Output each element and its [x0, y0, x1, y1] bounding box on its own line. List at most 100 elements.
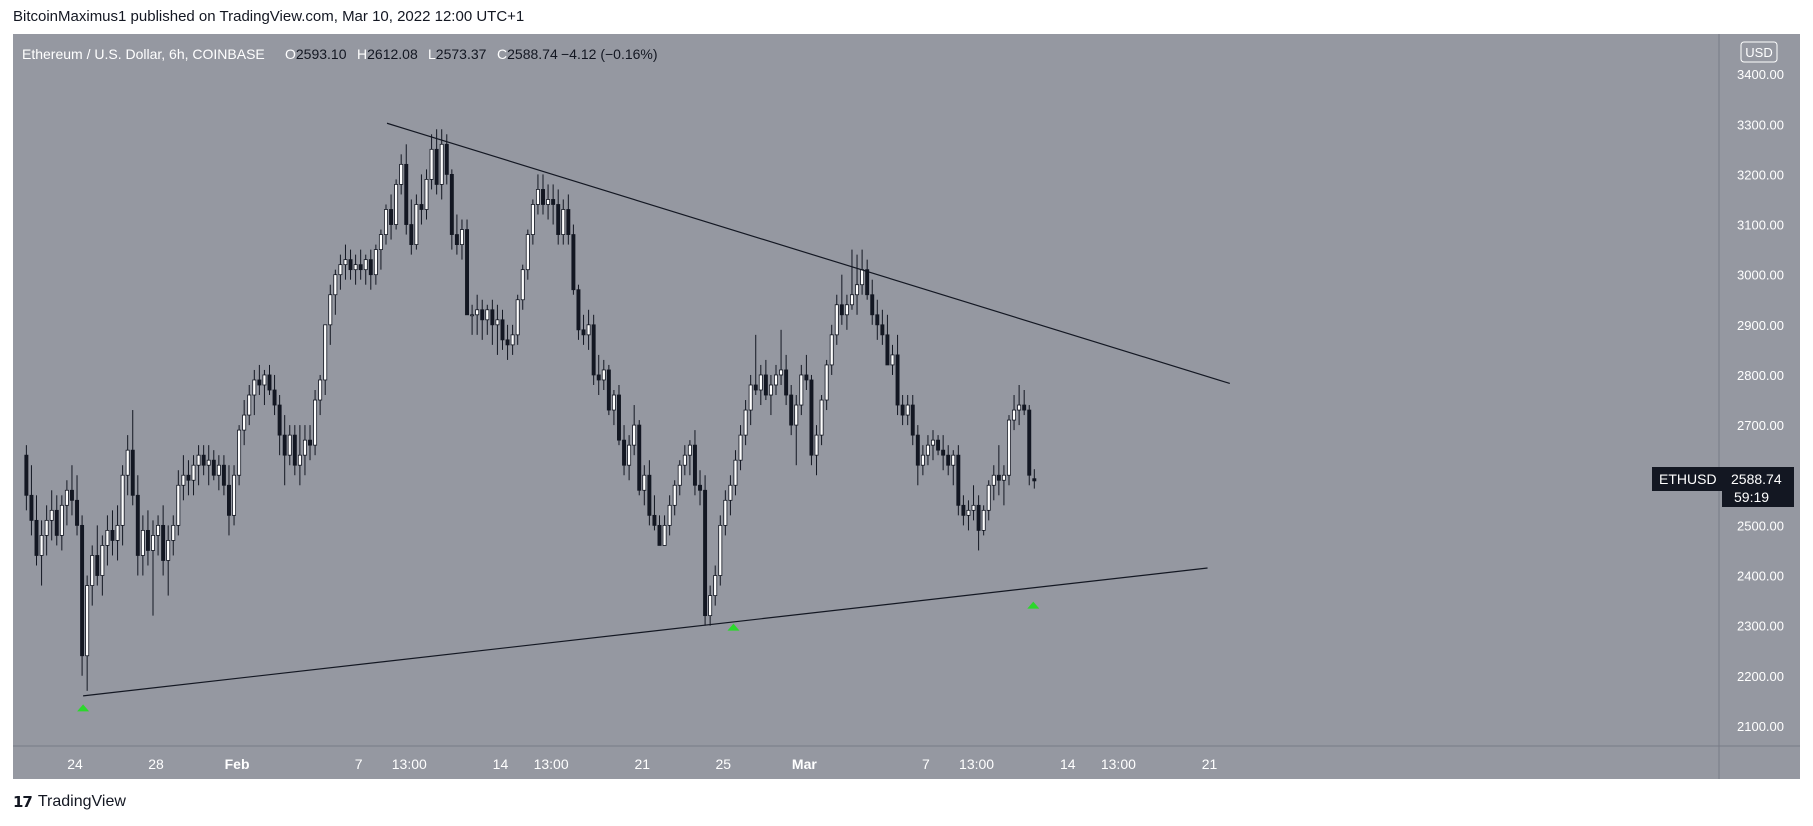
candle	[389, 194, 394, 240]
candle-body	[328, 294, 333, 326]
candle-body	[429, 148, 434, 180]
candle	[130, 410, 135, 506]
ohlc-high: 2612.08	[367, 46, 418, 62]
ohlc-close-label: C	[497, 46, 507, 62]
candle-body	[69, 489, 74, 501]
candle	[733, 450, 738, 496]
candle-body	[976, 504, 981, 531]
candle	[966, 500, 971, 531]
countdown-label: 59:19	[1734, 489, 1769, 505]
candle	[449, 169, 454, 250]
candle	[196, 445, 201, 486]
candle	[505, 324, 510, 360]
x-tick-label: Feb	[225, 756, 250, 772]
candle	[905, 395, 910, 426]
candle-body	[1001, 474, 1006, 481]
candle-body	[865, 269, 870, 296]
y-tick-labels: 3400.00 3300.00 3200.00 3100.00 3000.00 2900.…	[1737, 67, 1784, 734]
candle-body	[718, 524, 723, 576]
candle-body	[581, 329, 586, 336]
candle-body	[996, 474, 1001, 481]
candle	[657, 515, 662, 546]
candle-body	[414, 204, 419, 245]
candle-body	[358, 264, 363, 271]
candle	[920, 445, 925, 476]
candle-body	[105, 529, 110, 546]
candle	[29, 465, 34, 536]
y-tick-label: 3000.00	[1737, 268, 1784, 283]
candle	[1017, 384, 1022, 426]
last-price-label: 2588.74	[1731, 471, 1782, 487]
candle	[272, 374, 277, 416]
candle-body	[703, 489, 708, 617]
x-tick-label: 13:00	[534, 756, 569, 772]
candle	[166, 525, 171, 596]
candle-body	[475, 309, 480, 316]
candle	[34, 495, 39, 566]
candle	[591, 314, 596, 385]
candle-body	[804, 374, 809, 381]
candle-body	[191, 464, 196, 481]
candle	[39, 520, 44, 586]
candle	[844, 294, 849, 330]
candle-body	[151, 535, 155, 551]
candle	[606, 364, 611, 416]
candle	[262, 369, 267, 406]
candle	[227, 465, 231, 536]
candle	[232, 465, 237, 526]
currency-label: USD	[1745, 45, 1772, 60]
ascending-support-trendline[interactable]	[83, 567, 1208, 697]
candle-body	[601, 369, 606, 381]
candle-body	[252, 379, 257, 396]
candle	[140, 515, 145, 576]
candle	[257, 364, 262, 396]
candle-body	[206, 459, 211, 466]
candle-body	[348, 259, 353, 271]
price-axis[interactable]	[1719, 34, 1800, 746]
candle	[69, 465, 74, 516]
time-axis[interactable]	[13, 746, 1719, 779]
candle-body	[1017, 404, 1022, 411]
candle-body	[1022, 404, 1027, 411]
candle-body	[647, 474, 652, 516]
y-tick-label: 3100.00	[1737, 218, 1784, 233]
currency-badge[interactable]: USD	[1740, 41, 1778, 63]
candle-body	[677, 464, 682, 486]
candle-body	[708, 595, 713, 617]
candle-body	[34, 519, 39, 556]
plot-area[interactable]	[13, 34, 1719, 746]
symbol-label: ETHUSD	[1659, 471, 1717, 487]
candle	[120, 465, 125, 546]
candle	[839, 274, 844, 325]
candle-body	[505, 339, 510, 346]
candle	[601, 359, 606, 390]
candle	[465, 219, 470, 316]
candle	[237, 425, 242, 486]
candle-body	[895, 354, 900, 406]
candle	[404, 144, 409, 235]
candle	[525, 229, 530, 280]
candle-body	[201, 454, 206, 466]
candle	[692, 430, 697, 496]
marker-2-up-arrow-icon	[727, 623, 740, 631]
candle	[753, 334, 758, 396]
candle-body	[39, 535, 44, 556]
candle	[576, 284, 581, 340]
candle	[834, 294, 839, 345]
candle	[875, 299, 880, 340]
candle-body	[232, 474, 237, 516]
candle-body	[353, 264, 358, 271]
candle-body	[657, 524, 662, 546]
candle-body	[561, 209, 566, 235]
descending-resistance-trendline[interactable]	[386, 122, 1230, 385]
candle	[176, 470, 181, 536]
candle-body	[738, 434, 743, 461]
candle	[546, 184, 551, 220]
candle	[459, 219, 464, 260]
candle-body	[966, 509, 971, 516]
candle	[687, 440, 692, 476]
footer-brand[interactable]: 𝟭𝟳 TradingView	[13, 793, 126, 811]
candle	[439, 129, 444, 200]
candle	[971, 485, 976, 521]
